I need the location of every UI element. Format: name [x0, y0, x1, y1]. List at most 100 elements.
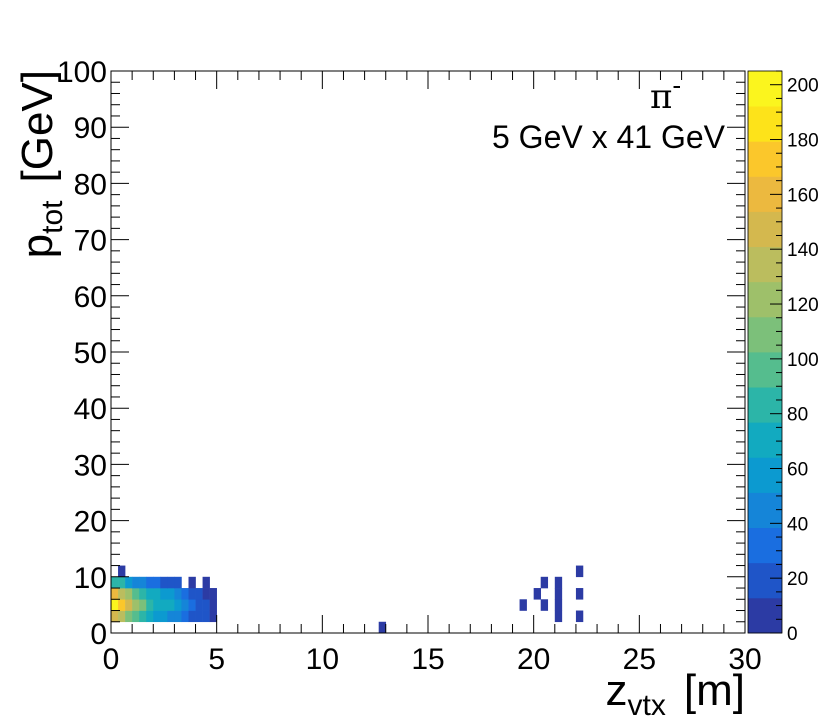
heatmap-bin: [132, 576, 140, 589]
x-tick-label: 10: [306, 643, 339, 676]
heatmap-bin: [174, 576, 182, 589]
heatmap-bin: [195, 588, 203, 600]
heatmap-bin: [139, 610, 147, 623]
heatmap-bin: [188, 610, 196, 623]
heatmap-bin: [118, 576, 126, 589]
heatmap-bin: [167, 599, 175, 611]
heatmap-bin: [575, 565, 584, 578]
heatmap-bin: [153, 599, 161, 611]
heatmap-bin: [160, 576, 168, 589]
x-axis-title-sub: vtx: [628, 689, 666, 717]
heatmap-bin: [195, 599, 203, 611]
beam-annotation: 5 GeV x 41 GeV: [492, 119, 726, 155]
z-tick-label: 0: [787, 624, 798, 645]
heatmap-bin: [153, 610, 161, 623]
y-tick-label: 20: [74, 506, 107, 539]
y-tick-label: 50: [74, 337, 107, 370]
heatmap-bin: [167, 576, 175, 589]
heatmap-bin: [125, 588, 133, 600]
heatmap-bin: [125, 576, 133, 589]
color-scale-ticks: 0 20 40 60 80 100 120 140 160 180 200: [770, 70, 819, 645]
z-tick-label: 20: [787, 569, 808, 590]
heatmap-bin: [111, 599, 119, 611]
heatmap-bin: [139, 599, 147, 611]
heatmap-bin: [160, 588, 168, 600]
heatmap-bin: [209, 588, 217, 600]
z-tick-label: 120: [787, 295, 819, 316]
x-axis-ticks: 0 5 10 15 20 25 30: [103, 71, 762, 676]
y-tick-label: 80: [74, 168, 107, 201]
heatmap-bin: [202, 576, 210, 589]
color-scale-segment: [748, 211, 782, 248]
y-tick-label: 60: [74, 281, 107, 314]
particle-charge: -: [672, 71, 681, 101]
x-tick-label: 5: [208, 643, 225, 676]
heatmap-bin: [139, 576, 147, 589]
color-scale-segment: [748, 492, 782, 529]
heatmap-bins: [111, 565, 584, 634]
heatmap-bin: [188, 576, 196, 589]
heatmap-bin: [146, 576, 154, 589]
color-scale-segment: [748, 141, 782, 177]
color-scale-segment: [748, 597, 782, 634]
heatmap-bin: [575, 610, 584, 623]
x-axis-title: zvtx [m]: [606, 666, 745, 717]
z-tick-label: 100: [787, 350, 819, 371]
heatmap-bin: [146, 610, 154, 623]
y-axis-title: ptot [GeV]: [13, 70, 69, 258]
y-tick-label: 10: [74, 562, 107, 595]
color-scale-segment: [748, 387, 782, 423]
color-scale-segment: [748, 316, 782, 353]
color-scale-segment: [748, 281, 782, 318]
color-scale-segment: [748, 106, 782, 142]
y-tick-label: 30: [74, 449, 107, 482]
heatmap-bin: [174, 610, 182, 623]
heatmap-bin: [167, 588, 175, 600]
y-tick-label: 40: [74, 393, 107, 426]
heatmap-bin: [202, 588, 210, 600]
heatmap-bin: [540, 599, 549, 611]
z-tick-label: 60: [787, 460, 808, 481]
heatmap-bin: [111, 576, 119, 589]
heatmap-bin: [202, 599, 210, 611]
z-tick-label: 140: [787, 240, 819, 261]
heatmap-bin: [540, 576, 549, 589]
heatmap-bin: [125, 599, 133, 611]
heatmap-bin: [519, 599, 527, 611]
heatmap-bin: [146, 588, 154, 600]
color-scale-segment: [748, 562, 782, 599]
heatmap-bin: [533, 588, 542, 600]
x-axis-title-main: z: [606, 666, 628, 715]
heatmap-bin: [153, 588, 161, 600]
heatmap-bin: [554, 588, 563, 600]
color-scale-segment: [748, 422, 782, 458]
heatmap-bin: [209, 610, 217, 623]
heatmap-bin: [132, 599, 140, 611]
color-scale-frame: [747, 70, 783, 634]
particle-annotation: π-: [650, 71, 681, 117]
heatmap-bin: [118, 565, 126, 578]
heatmap-bin: [174, 588, 182, 600]
color-scale-segment: [748, 352, 782, 388]
heatmap-bin: [554, 610, 563, 623]
z-tick-label: 160: [787, 185, 819, 206]
color-scale-segment: [748, 457, 782, 493]
x-tick-label: 0: [103, 643, 120, 676]
heatmap-bin: [118, 610, 126, 623]
x-tick-label: 20: [517, 643, 550, 676]
color-scale-segment: [748, 71, 782, 107]
heatmap-bin: [554, 599, 563, 611]
z-tick-label: 200: [787, 76, 819, 97]
heatmap-bin: [118, 599, 126, 611]
z-tick-label: 180: [787, 131, 819, 152]
heatmap-bin: [378, 621, 387, 634]
heatmap-bin: [160, 610, 168, 623]
y-axis-title-unit: [GeV]: [13, 70, 62, 183]
y-axis-ticks: 0 10 20 30 40 50 60 70 80 90 100: [57, 56, 745, 651]
heatmap-bin: [132, 588, 140, 600]
heatmap-bin: [181, 588, 189, 600]
heatmap-bin: [139, 588, 147, 600]
heatmap-bin: [195, 610, 203, 623]
x-tick-label: 30: [728, 643, 761, 676]
